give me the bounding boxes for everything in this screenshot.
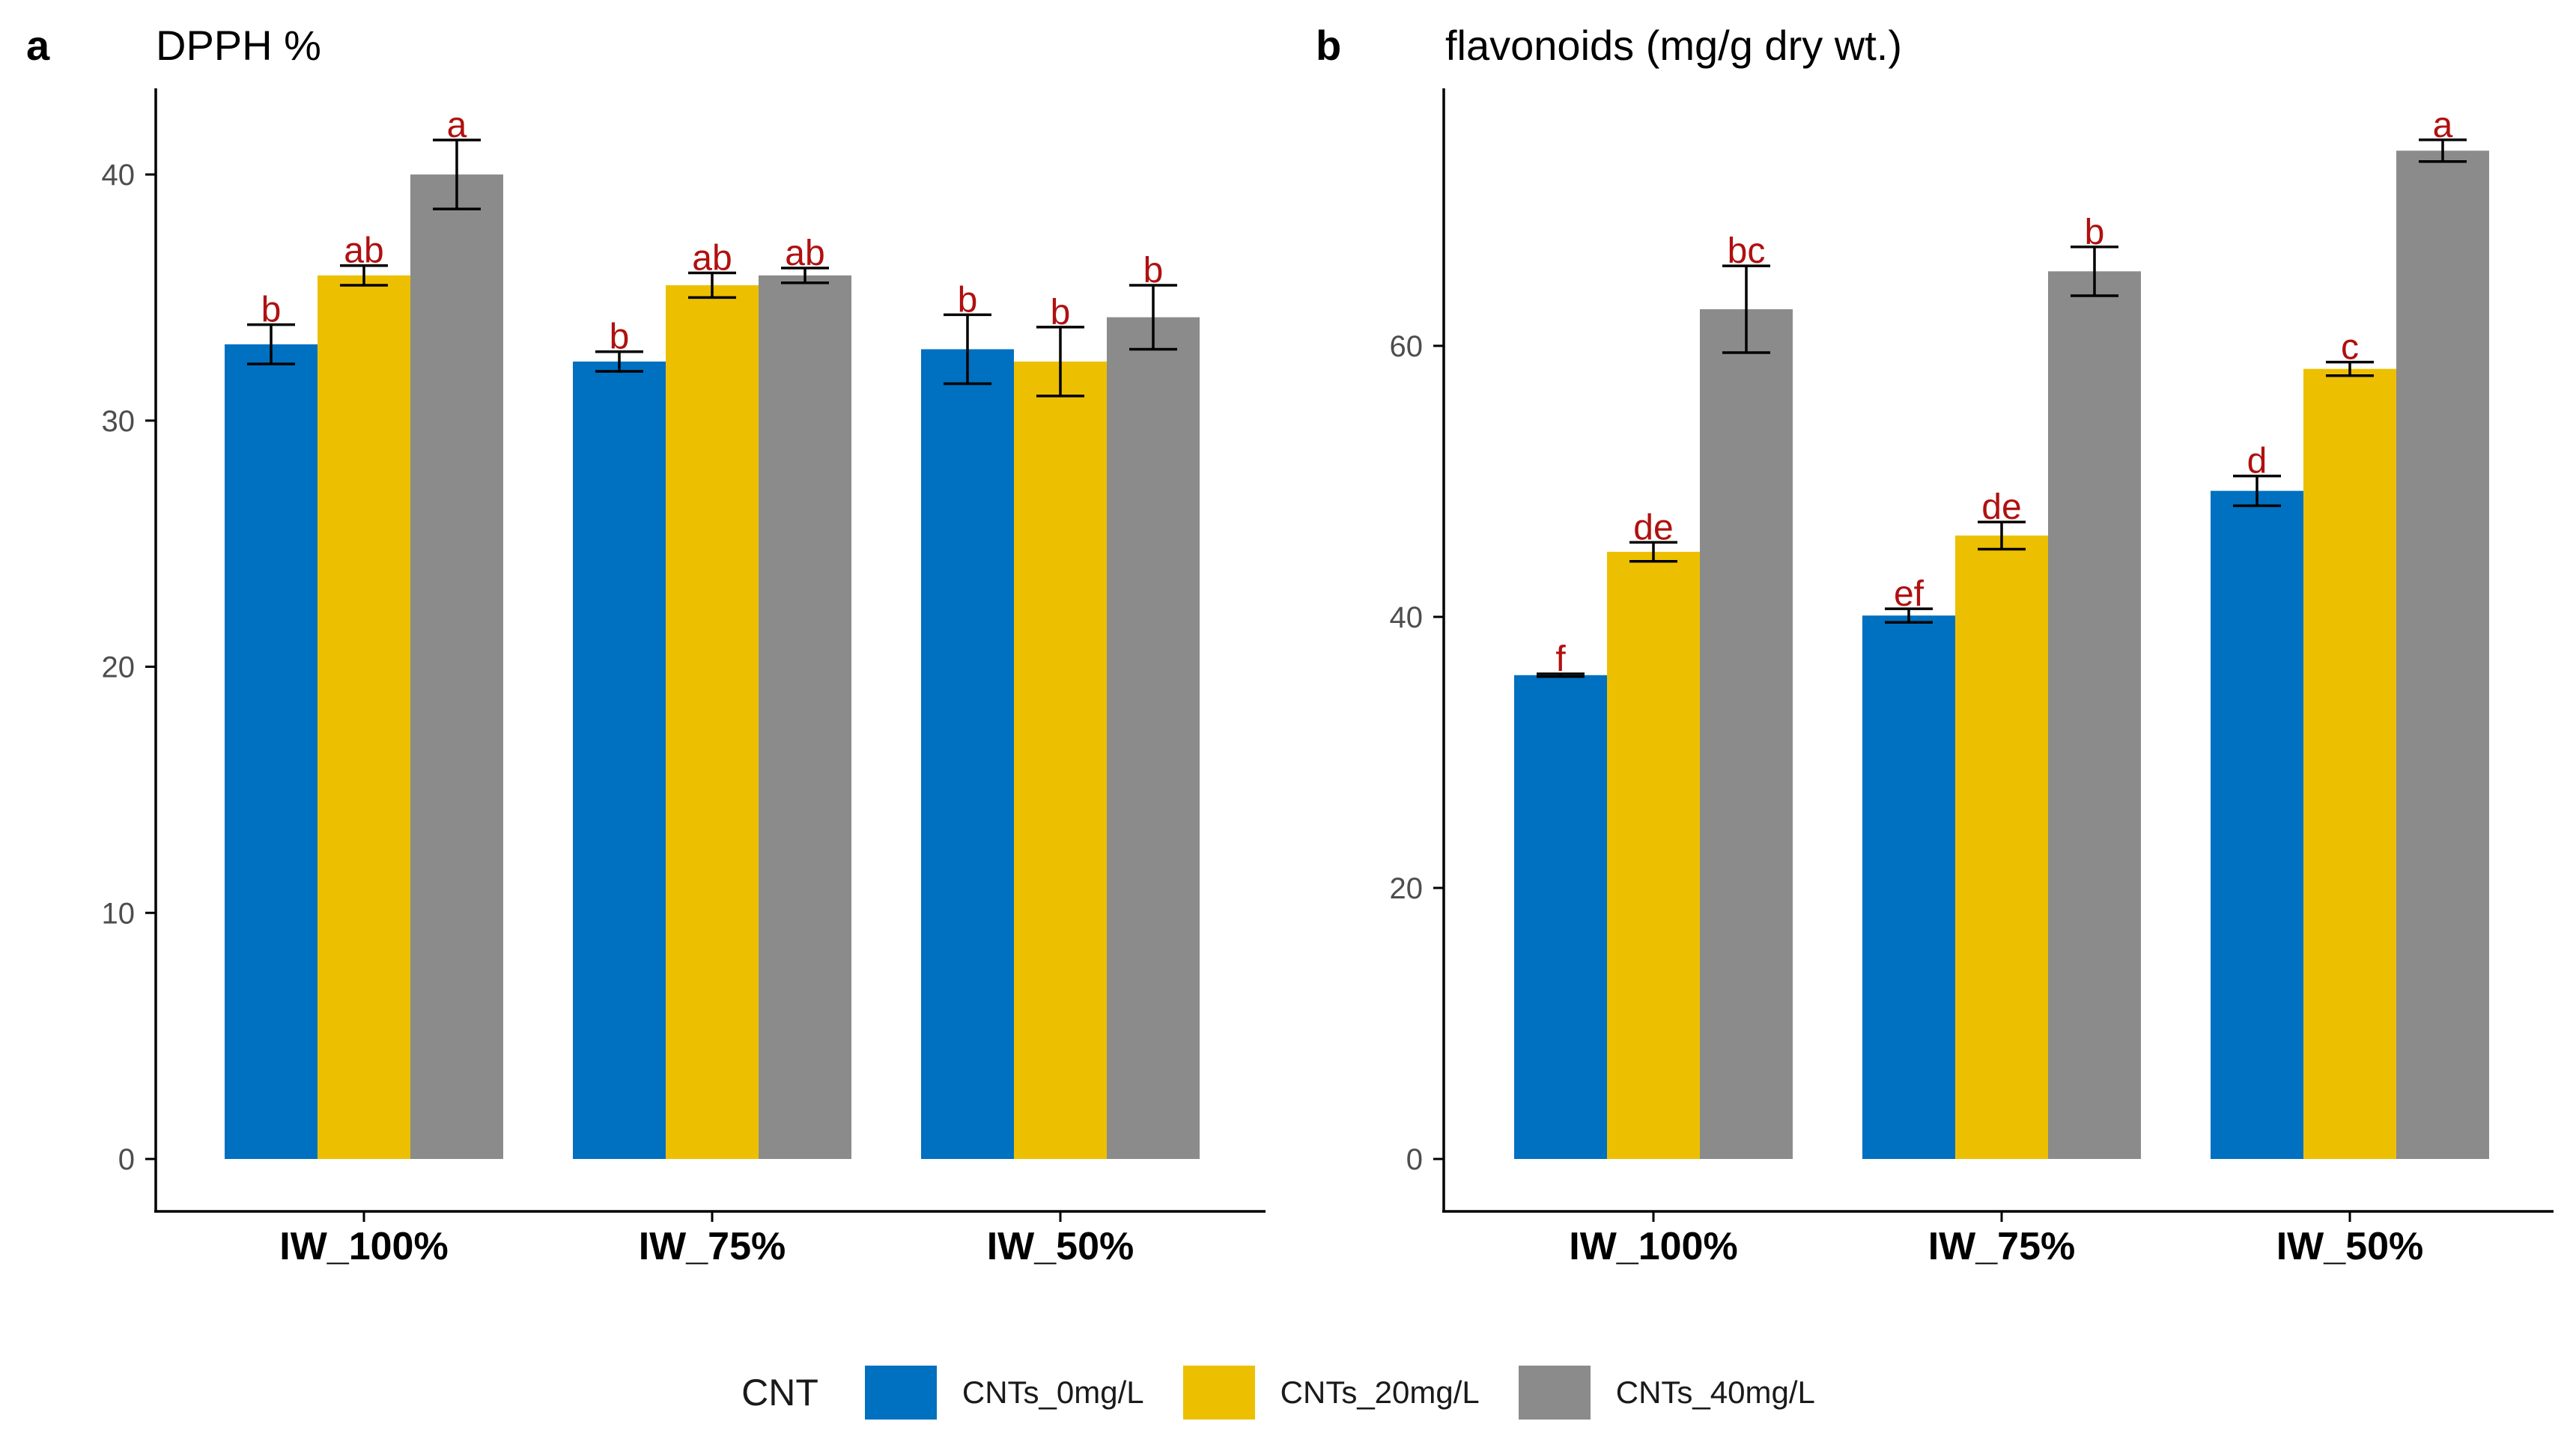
- legend-label-0mg: CNTs_0mg/L: [962, 1375, 1144, 1410]
- significance-letter: c: [2341, 328, 2359, 368]
- legend-item-0mg: CNTs_0mg/L: [864, 1366, 1144, 1420]
- bar: [225, 344, 318, 1160]
- significance-letter: b: [1143, 251, 1164, 290]
- significance-letter: ab: [785, 234, 824, 273]
- x-tick-label: IW_75%: [639, 1225, 786, 1268]
- significance-letter: ef: [1894, 574, 1925, 614]
- bar: [666, 285, 759, 1159]
- significance-letter: a: [2433, 106, 2453, 145]
- bar: [1107, 317, 1200, 1160]
- legend-title: CNT: [741, 1372, 818, 1414]
- legend-swatch-20mg: [1182, 1366, 1255, 1420]
- bar: [573, 361, 666, 1160]
- chart-title: flavonoids (mg/g dry wt.): [1445, 22, 1902, 69]
- legend-swatch-0mg: [864, 1366, 937, 1420]
- bar: [921, 349, 1014, 1160]
- significance-letter: bc: [1728, 231, 1766, 271]
- panel-label: b: [1316, 22, 1341, 69]
- significance-letter: a: [447, 106, 467, 145]
- y-tick-label: 40: [1390, 601, 1424, 634]
- significance-letter: ab: [344, 231, 383, 271]
- x-tick-label: IW_100%: [1569, 1225, 1737, 1268]
- legend-label-20mg: CNTs_20mg/L: [1280, 1375, 1480, 1410]
- bar: [2303, 368, 2396, 1160]
- y-tick-label: 0: [1406, 1143, 1423, 1176]
- bar: [2048, 271, 2141, 1160]
- legend: CNT CNTs_0mg/L CNTs_20mg/L CNTs_40mg/L: [0, 1359, 2576, 1426]
- significance-letter: b: [610, 317, 630, 357]
- bar: [1514, 675, 1607, 1159]
- panel-label: a: [26, 22, 50, 69]
- bar: [1607, 552, 1700, 1159]
- bar: [1014, 361, 1107, 1160]
- chart-title: DPPH %: [156, 22, 321, 69]
- significance-letter: de: [1981, 487, 2021, 527]
- panel-a: a DPPH % 0 10 20 30 40 IW_100% b ab a IW_75% b ab ab IW…: [26, 22, 1266, 1268]
- significance-letter: ab: [692, 239, 732, 279]
- y-tick-label: 20: [1390, 872, 1424, 905]
- significance-letter: b: [958, 280, 978, 320]
- x-tick-label: IW_100%: [279, 1225, 448, 1268]
- x-tick-label: IW_75%: [1928, 1225, 2076, 1268]
- bar: [1700, 309, 1793, 1159]
- legend-item-40mg: CNTs_40mg/L: [1518, 1366, 1815, 1420]
- significance-letter: f: [1555, 639, 1566, 679]
- significance-letter: d: [2247, 442, 2267, 481]
- x-tick-label: IW_50%: [987, 1225, 1134, 1268]
- y-tick-label: 60: [1390, 330, 1424, 363]
- bar: [1862, 615, 1955, 1159]
- bar: [410, 174, 503, 1159]
- significance-letter: b: [2085, 213, 2105, 252]
- y-tick-label: 30: [102, 405, 136, 438]
- significance-letter: b: [1051, 293, 1071, 332]
- legend-swatch-40mg: [1518, 1366, 1591, 1420]
- y-tick-label: 0: [118, 1143, 135, 1176]
- bar: [1955, 535, 2048, 1159]
- y-tick-label: 10: [102, 897, 136, 930]
- bar: [759, 275, 851, 1159]
- x-tick-label: IW_50%: [2276, 1225, 2424, 1268]
- y-tick-label: 40: [102, 159, 136, 192]
- bar: [318, 275, 410, 1159]
- bar: [2396, 150, 2489, 1159]
- bar: [2211, 490, 2303, 1159]
- legend-item-20mg: CNTs_20mg/L: [1182, 1366, 1480, 1420]
- significance-letter: b: [261, 290, 282, 330]
- legend-label-40mg: CNTs_40mg/L: [1615, 1375, 1815, 1410]
- significance-letter: de: [1633, 508, 1673, 547]
- y-tick-label: 20: [102, 651, 136, 684]
- panel-b: b flavonoids (mg/g dry wt.) 0 20 40 60 IW_100%…: [1316, 22, 2554, 1268]
